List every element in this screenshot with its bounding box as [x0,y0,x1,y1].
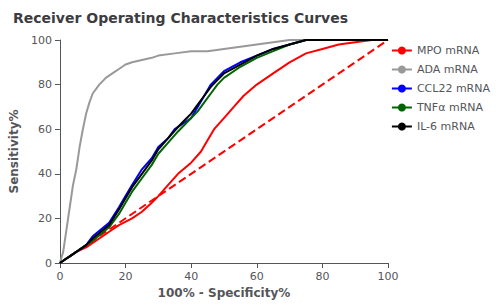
svg-text:0: 0 [45,257,52,270]
svg-text:40: 40 [38,167,52,180]
svg-text:ADA mRNA: ADA mRNA [417,63,478,76]
svg-text:IL-6 mRNA: IL-6 mRNA [417,120,475,133]
svg-text:CCL22 mRNA: CCL22 mRNA [417,82,491,95]
svg-text:TNFα mRNA: TNFα mRNA [416,101,484,114]
svg-text:MPO mRNA: MPO mRNA [417,44,480,57]
svg-text:60: 60 [38,123,52,136]
svg-text:Receiver Operating Characteris: Receiver Operating Characteristics Curve… [13,10,348,26]
svg-text:20: 20 [119,270,133,283]
svg-text:40: 40 [184,270,198,283]
svg-text:0: 0 [56,270,63,283]
svg-text:80: 80 [38,78,52,91]
svg-text:Sensitivity%: Sensitivity% [7,110,21,194]
svg-text:20: 20 [38,212,52,225]
svg-text:100: 100 [31,34,52,47]
svg-text:60: 60 [250,270,264,283]
svg-text:100% - Specificity%: 100% - Specificity% [158,286,291,300]
svg-text:80: 80 [315,270,329,283]
svg-text:100: 100 [378,270,399,283]
